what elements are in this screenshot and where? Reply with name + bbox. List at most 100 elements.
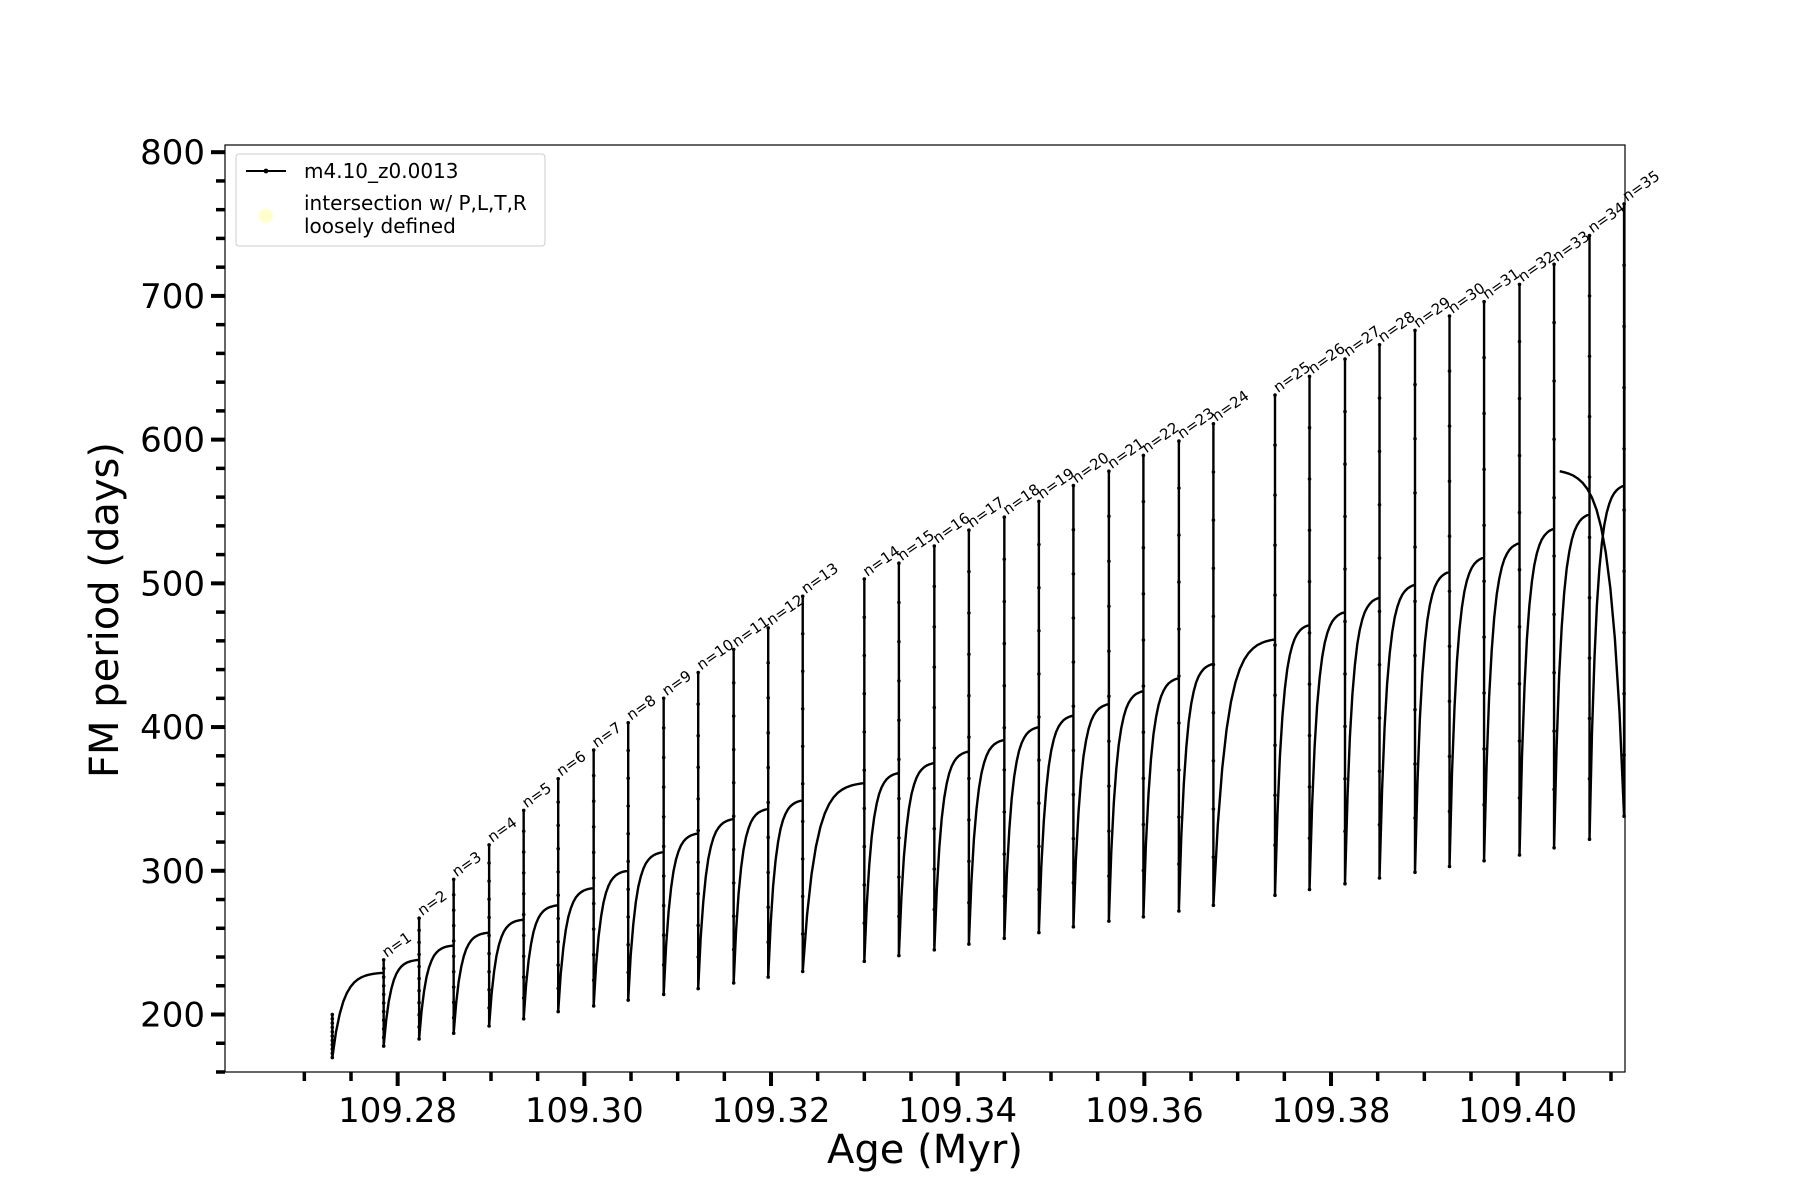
series-point bbox=[1307, 528, 1312, 533]
series-point bbox=[381, 958, 386, 962]
series-point bbox=[1517, 339, 1522, 344]
series-point bbox=[932, 786, 937, 791]
series-point bbox=[967, 569, 971, 574]
series-point bbox=[1037, 887, 1041, 892]
series-point bbox=[1071, 616, 1076, 620]
series-point bbox=[1107, 694, 1111, 698]
series-point bbox=[330, 1030, 335, 1034]
series-point bbox=[1273, 543, 1277, 547]
series-point bbox=[696, 860, 700, 864]
series-point bbox=[1273, 693, 1277, 697]
series-point bbox=[1002, 641, 1007, 646]
series-point bbox=[1071, 748, 1076, 753]
series-point bbox=[1177, 909, 1181, 913]
series-point bbox=[1517, 625, 1522, 629]
series-point bbox=[1587, 595, 1592, 600]
series-point bbox=[1482, 858, 1486, 863]
series-point bbox=[862, 653, 867, 658]
series-point bbox=[1141, 638, 1146, 642]
series-point bbox=[1482, 579, 1486, 583]
series-point bbox=[1447, 864, 1452, 869]
series-point bbox=[1307, 631, 1312, 635]
series-point bbox=[800, 894, 805, 899]
series-point bbox=[1177, 674, 1181, 678]
series-point bbox=[800, 744, 805, 749]
series-point bbox=[1037, 542, 1041, 547]
series-point bbox=[1002, 894, 1007, 898]
series-point bbox=[1482, 691, 1486, 695]
series-point bbox=[766, 730, 770, 735]
series-point bbox=[1141, 822, 1146, 827]
series-point bbox=[1517, 510, 1522, 515]
series-point bbox=[1002, 726, 1007, 730]
series-point bbox=[1447, 644, 1452, 649]
series-point bbox=[862, 577, 867, 581]
series-point bbox=[1622, 753, 1626, 757]
series-point bbox=[451, 877, 456, 882]
series-point bbox=[1211, 662, 1216, 667]
series-point bbox=[381, 1001, 386, 1005]
series-point bbox=[967, 652, 971, 657]
series-point bbox=[1002, 852, 1007, 856]
series-point bbox=[626, 970, 630, 975]
series-point bbox=[766, 626, 770, 630]
series-point bbox=[696, 765, 700, 770]
series-point bbox=[932, 746, 937, 750]
series-point bbox=[1447, 534, 1452, 538]
x-tick-label: 109.36 bbox=[1085, 1091, 1204, 1131]
legend: m4.10_z0.0013 intersection w/ P,L,T,R lo… bbox=[235, 153, 546, 247]
series-point bbox=[800, 819, 805, 824]
series-point bbox=[487, 897, 491, 901]
series-point bbox=[800, 969, 805, 974]
series-point bbox=[1447, 424, 1452, 428]
series-point bbox=[696, 955, 700, 959]
series-point bbox=[417, 952, 421, 957]
series-point bbox=[417, 1037, 421, 1041]
series-point bbox=[626, 915, 630, 919]
series-point bbox=[556, 846, 560, 851]
series-point bbox=[330, 1012, 335, 1017]
series-point bbox=[1002, 599, 1007, 604]
series-point bbox=[1107, 739, 1111, 743]
y-tick-label: 400 bbox=[140, 708, 205, 748]
legend-intersection-label: intersection w/ P,L,T,R loosely defined bbox=[304, 191, 533, 238]
series-point bbox=[696, 923, 700, 928]
series-point bbox=[862, 959, 867, 964]
series-point bbox=[1273, 493, 1277, 497]
series-point bbox=[1307, 887, 1312, 892]
series-point bbox=[1552, 612, 1556, 617]
series-point bbox=[1587, 777, 1592, 781]
x-tick-label: 109.34 bbox=[898, 1091, 1017, 1131]
series-point bbox=[1177, 721, 1181, 725]
series-point bbox=[487, 933, 491, 938]
series-point bbox=[1071, 880, 1076, 885]
series-point bbox=[381, 1009, 386, 1014]
series-point bbox=[800, 857, 805, 861]
series-point bbox=[451, 923, 456, 928]
series-point bbox=[451, 1000, 456, 1005]
series-point bbox=[1141, 868, 1146, 873]
series-point bbox=[897, 639, 901, 644]
series-point bbox=[1447, 369, 1452, 373]
series-point bbox=[897, 561, 901, 565]
series-point bbox=[967, 776, 971, 781]
series-point bbox=[1377, 502, 1382, 507]
series-point bbox=[661, 815, 666, 819]
series-point bbox=[451, 893, 456, 897]
series-point bbox=[1037, 801, 1041, 805]
series-point bbox=[1107, 829, 1111, 833]
series-point bbox=[862, 730, 867, 734]
series-point bbox=[766, 661, 770, 665]
series-point bbox=[626, 998, 630, 1002]
series-point bbox=[1273, 793, 1277, 797]
series-point bbox=[591, 773, 596, 778]
series-point bbox=[1107, 469, 1111, 474]
series-point bbox=[1071, 483, 1076, 488]
series-point bbox=[967, 528, 971, 532]
series-point bbox=[696, 892, 700, 896]
series-point bbox=[626, 887, 630, 891]
series-point bbox=[626, 831, 630, 836]
series-point bbox=[1482, 467, 1486, 472]
series-point bbox=[1552, 495, 1556, 500]
series-point bbox=[731, 681, 736, 685]
